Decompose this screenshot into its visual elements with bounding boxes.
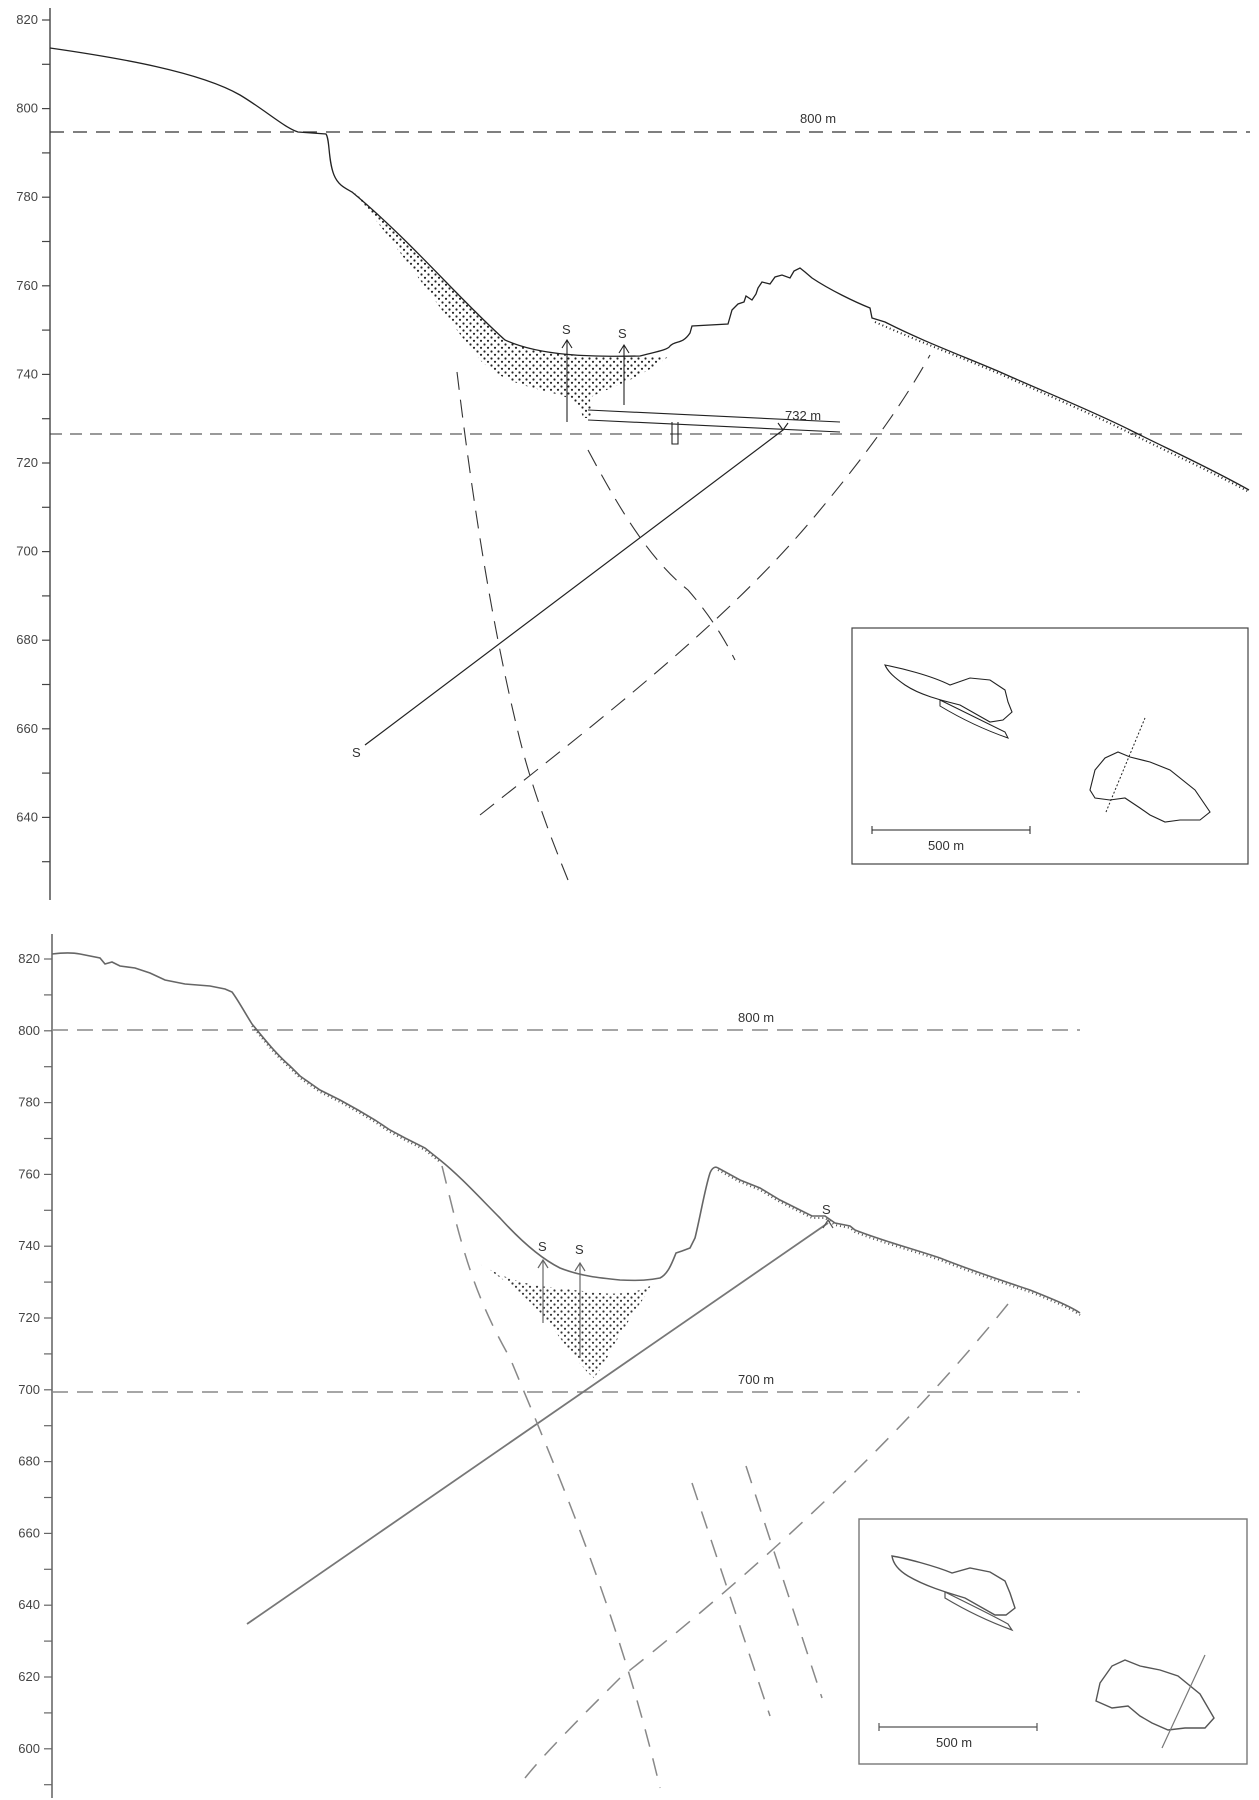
- inset-lake-1-inner: [944, 1591, 1014, 1632]
- y-axis-tick-label: 820: [16, 12, 38, 27]
- y-axis-tick-label: 700: [18, 1382, 40, 1397]
- s-label-vertical-2: S: [618, 326, 627, 341]
- y-axis-tick-label: 720: [18, 1310, 40, 1325]
- y-axis-tick-label: 760: [16, 278, 38, 293]
- borehole-arrow-1: [777, 422, 789, 431]
- inset-lake-2: [1095, 1659, 1215, 1731]
- inset-scale-label: 500 m: [928, 838, 964, 853]
- inset-lake-1: [891, 1555, 1016, 1616]
- y-axis-tick-label: 820: [18, 951, 40, 966]
- y-axis-tick-label: 800: [16, 101, 38, 116]
- y-axis-tick-label: 780: [16, 189, 38, 204]
- fault-line-3: [691, 1482, 771, 1717]
- inset-section-line: [1105, 717, 1146, 813]
- s-label-vertical-1: S: [562, 322, 571, 337]
- borehole-inclined: [364, 429, 784, 746]
- y-axis-tick-label: 740: [18, 1238, 40, 1253]
- s-label-borehole: S: [352, 745, 361, 760]
- sediment-basin: [355, 193, 668, 418]
- reference-label-732m: 732 m: [785, 408, 821, 423]
- y-axis-ticks: 820 800 780 760 740 720 700 680 660 640: [16, 12, 50, 863]
- inset-section-line: [1161, 1654, 1206, 1749]
- y-axis-tick-label: 660: [16, 721, 38, 736]
- y-axis-ticks: 820 800 780 760 740 720 700 680 660 640 620 600: [18, 951, 52, 1786]
- fault-line-2: [524, 1303, 1009, 1779]
- surface-profile: [51, 952, 1081, 1314]
- borehole-arrow-3: [574, 1261, 586, 1272]
- fault-line-3: [479, 354, 931, 816]
- y-axis-tick-label: 720: [16, 455, 38, 470]
- y-axis: 820 800 780 760 740 720 700 680 660 640 620 600: [18, 934, 53, 1798]
- y-axis-tick-label: 680: [18, 1454, 40, 1469]
- s-label-inclined: S: [822, 1202, 831, 1217]
- y-axis-tick-label: 660: [18, 1525, 40, 1540]
- s-label-vertical-1: S: [538, 1239, 547, 1254]
- y-axis: 820 800 780 760 740 720 700 680 660 640: [16, 8, 51, 900]
- borehole-arrow-2: [537, 1258, 549, 1269]
- y-axis-tick-label: 640: [16, 809, 38, 824]
- y-axis-tick-label: 760: [18, 1166, 40, 1181]
- inset-lake-2: [1089, 751, 1211, 823]
- y-axis-tick-label: 620: [18, 1669, 40, 1684]
- y-axis-tick-label: 600: [18, 1741, 40, 1756]
- inset-scale-label: 500 m: [936, 1735, 972, 1750]
- y-axis-tick-label: 640: [18, 1597, 40, 1612]
- inset-map: 500 m: [858, 1518, 1248, 1765]
- fault-line-4: [745, 1465, 823, 1699]
- reference-label-700m: 700 m: [738, 1372, 774, 1387]
- fault-line-2: [587, 449, 736, 661]
- sediment-basin: [480, 1264, 660, 1378]
- y-axis-tick-label: 800: [18, 1023, 40, 1038]
- surface-veneer: [874, 321, 1250, 493]
- y-axis-tick-label: 680: [16, 632, 38, 647]
- surface-veneer-left: [251, 1025, 441, 1163]
- cross-section-upper: 820 800 780 760 740 720 700 680 660 640 800 m 732…: [16, 8, 1250, 900]
- s-label-vertical-2: S: [575, 1242, 584, 1257]
- y-axis-tick-label: 700: [16, 544, 38, 559]
- inset-lake-1-inner: [939, 699, 1009, 739]
- fault-line-1: [441, 1165, 661, 1789]
- borehole-arrow-3: [618, 343, 630, 354]
- borehole-arrow-1: [822, 1218, 834, 1229]
- reference-label-800m: 800 m: [800, 111, 836, 126]
- y-axis-tick-label: 780: [18, 1095, 40, 1110]
- surface-profile: [49, 47, 1250, 491]
- inset-map: 500 m: [851, 627, 1249, 865]
- reference-label-800m: 800 m: [738, 1010, 774, 1025]
- borehole-arrow-2: [561, 338, 573, 349]
- fault-line-1: [456, 371, 569, 881]
- cross-section-lower: 820 800 780 760 740 720 700 680 660 640 620 600 800…: [18, 934, 1248, 1798]
- inset-lake-1: [884, 664, 1013, 723]
- tunnel-gallery: [587, 409, 841, 445]
- surface-veneer-right: [717, 1169, 1081, 1316]
- y-axis-tick-label: 740: [16, 366, 38, 381]
